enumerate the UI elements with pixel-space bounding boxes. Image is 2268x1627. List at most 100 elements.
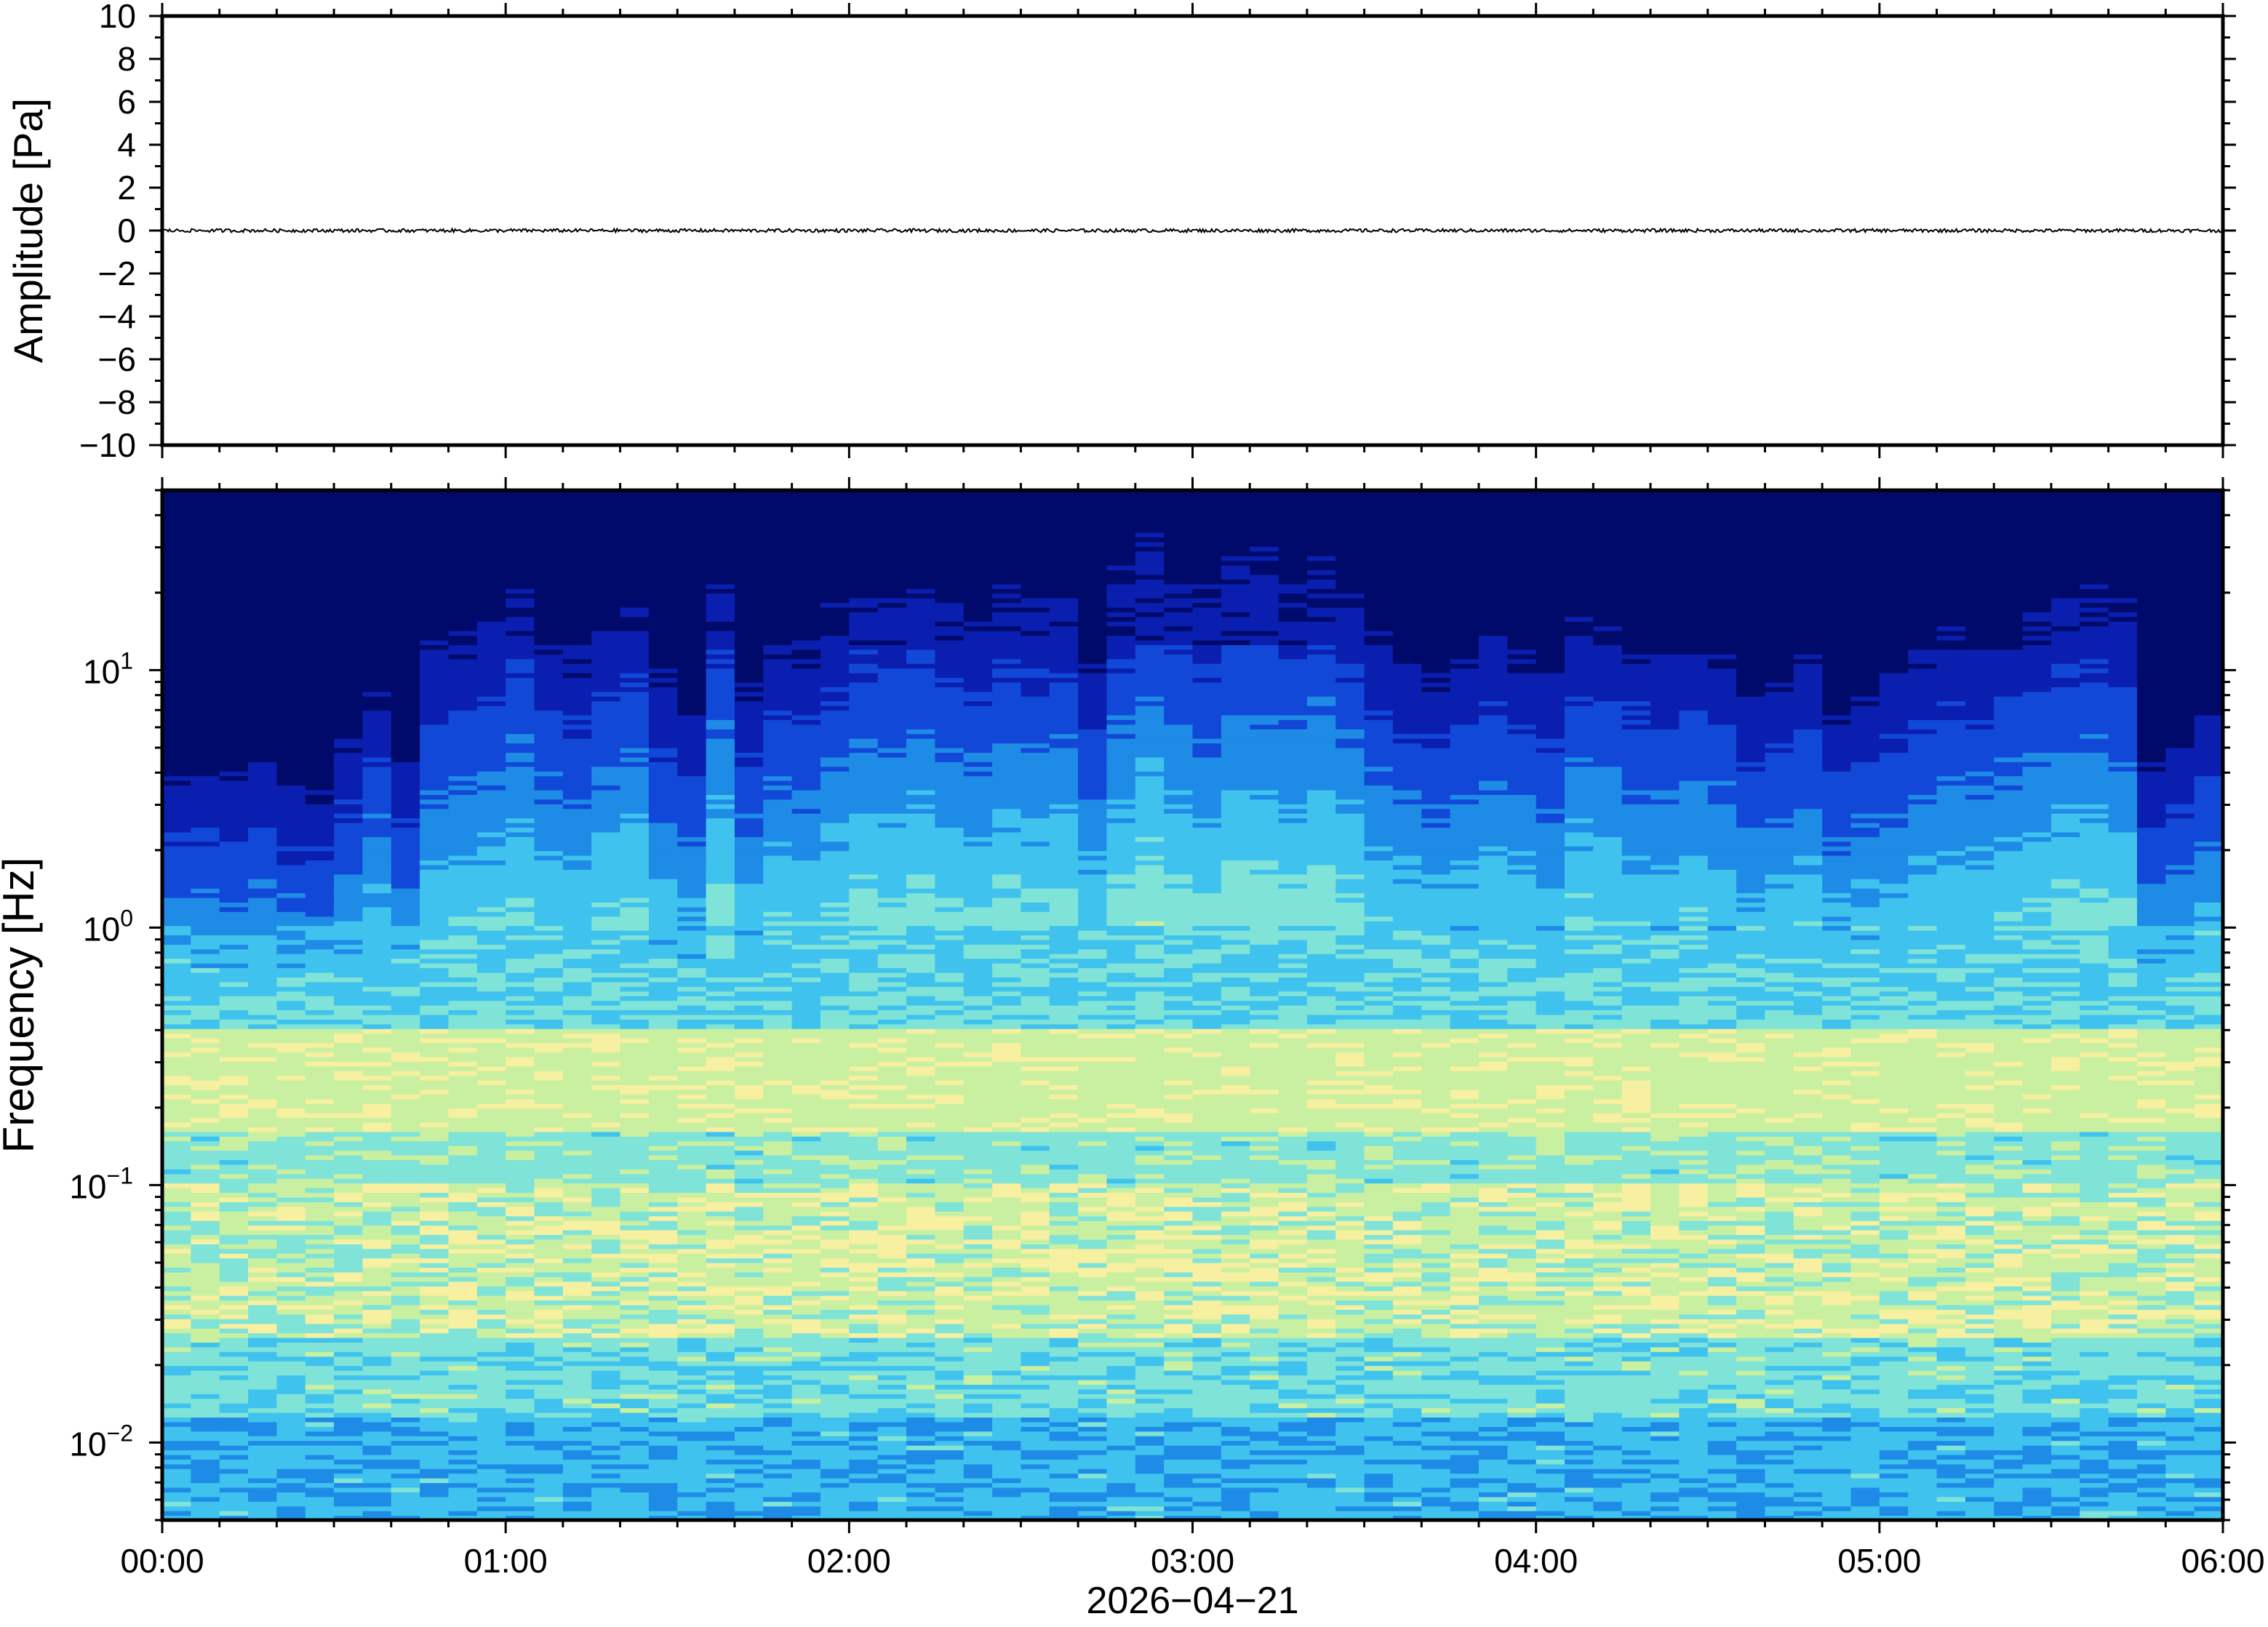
- spectrogram-cell: [162, 677, 191, 683]
- spectrogram-cell: [162, 879, 191, 884]
- spectrogram-cell: [620, 1192, 650, 1198]
- spectrogram-cell: [591, 607, 621, 612]
- spectrogram-cell: [534, 518, 564, 524]
- spectrogram-cell: [648, 1253, 678, 1259]
- spectrogram-cell: [391, 625, 420, 631]
- spectrogram-cell: [162, 743, 191, 748]
- spectrogram-cell: [391, 804, 420, 809]
- spectrogram-cell: [791, 1010, 821, 1015]
- spectrogram-cell: [448, 1215, 478, 1221]
- spectrogram-cell: [391, 1281, 420, 1287]
- spectrogram-cell: [677, 930, 707, 936]
- spectrogram-cell: [648, 1286, 678, 1292]
- spectrogram-cell: [648, 508, 678, 514]
- spectrogram-cell: [305, 729, 335, 735]
- spectrogram-cell: [476, 822, 506, 828]
- spectrogram-cell: [162, 649, 191, 655]
- spectrogram-cell: [191, 743, 220, 748]
- spectrogram-cell: [734, 1173, 764, 1179]
- spectrogram-cell: [677, 1023, 707, 1029]
- spectrogram-cell: [677, 1173, 707, 1179]
- spectrogram-cell: [362, 752, 392, 758]
- spectrogram-cell: [506, 771, 535, 777]
- spectrogram-cell: [534, 495, 564, 500]
- spectrogram-cell: [362, 855, 392, 861]
- spectrogram-cell: [534, 1328, 564, 1334]
- spectrogram-cell: [734, 855, 764, 861]
- spectrogram-cell: [420, 537, 450, 543]
- spectrogram-cell: [362, 551, 392, 556]
- spectrogram-cell: [677, 794, 707, 800]
- spectrogram-cell: [476, 612, 506, 617]
- spectrogram-cell: [162, 681, 191, 687]
- spectrogram-cell: [219, 1496, 249, 1502]
- spectrogram-cell: [420, 687, 450, 692]
- spectrogram-cell: [448, 775, 478, 781]
- spectrogram-cell: [677, 635, 707, 641]
- spectrogram-cell: [763, 1154, 793, 1160]
- spectrogram-cell: [276, 583, 306, 589]
- spectrogram-cell: [448, 958, 478, 964]
- spectrogram-cell: [591, 583, 621, 589]
- spectrogram-cell: [391, 855, 420, 861]
- spectrogram-cell: [162, 1482, 191, 1488]
- spectrogram-cell: [534, 1361, 564, 1367]
- spectrogram-cell: [791, 1342, 821, 1348]
- spectrogram-cell: [648, 1271, 678, 1277]
- spectrogram-cell: [506, 1150, 535, 1156]
- spectrogram-cell: [534, 1394, 564, 1399]
- spectrogram-cell: [506, 1113, 535, 1119]
- spectrogram-cell: [706, 1478, 735, 1484]
- spectrogram-cell: [591, 1005, 621, 1011]
- spectrogram-cell: [276, 729, 306, 735]
- spectrogram-cell: [162, 607, 191, 612]
- spectrogram-cell: [763, 991, 793, 996]
- spectrogram-cell: [591, 879, 621, 884]
- spectrogram-cell: [448, 1220, 478, 1226]
- spectrogram-cell: [476, 1332, 506, 1338]
- spectrogram-cell: [562, 850, 592, 856]
- spectrogram-cell: [248, 518, 277, 524]
- spectrogram-cell: [648, 1398, 678, 1404]
- spectrogram-cell: [448, 1248, 478, 1254]
- spectrogram-cell: [219, 1403, 249, 1409]
- spectrogram-cell: [506, 850, 535, 856]
- spectrogram-cell: [620, 1375, 650, 1380]
- spectrogram-cell: [219, 996, 249, 1002]
- spectrogram-cell: [276, 766, 306, 772]
- spectrogram-cell: [763, 808, 793, 814]
- spectrogram-cell: [534, 541, 564, 547]
- spectrogram-cell: [420, 996, 450, 1002]
- spectrogram-cell: [219, 1445, 249, 1451]
- spectrogram-cell: [162, 1361, 191, 1367]
- spectrogram-cell: [276, 1337, 306, 1343]
- spectrogram-cell: [162, 888, 191, 894]
- spectrogram-cell: [420, 564, 450, 571]
- spectrogram-cell: [648, 780, 678, 786]
- spectrogram-cell: [677, 1332, 707, 1338]
- spectrogram-cell: [534, 714, 564, 720]
- spectrogram-cell: [191, 1351, 220, 1357]
- spectrogram-cell: [219, 1215, 249, 1221]
- spectrogram-cell: [276, 813, 306, 819]
- spectrogram-cell: [734, 1319, 764, 1324]
- spectrogram-cell: [362, 911, 392, 917]
- spectrogram-cell: [620, 612, 650, 617]
- spectrogram-cell: [591, 996, 621, 1002]
- spectrogram-cell: [706, 1215, 735, 1221]
- spectrogram-cell: [734, 719, 764, 725]
- spectrogram-cell: [791, 1388, 821, 1394]
- spectrogram-cell: [476, 831, 506, 837]
- spectrogram-cell: [305, 1403, 335, 1409]
- spectrogram-cell: [620, 1094, 650, 1100]
- spectrogram-cell: [334, 681, 364, 687]
- spectrogram-cell: [763, 1328, 793, 1334]
- spectrogram-cell: [677, 771, 707, 777]
- spectrogram-cell: [362, 1066, 392, 1071]
- spectrogram-cell: [620, 1463, 650, 1469]
- spectrogram-cell: [648, 1300, 678, 1306]
- spectrogram-cell: [362, 902, 392, 908]
- spectrogram-cell: [620, 888, 650, 894]
- spectrogram-cell: [191, 687, 220, 692]
- spectrogram-cell: [648, 799, 678, 804]
